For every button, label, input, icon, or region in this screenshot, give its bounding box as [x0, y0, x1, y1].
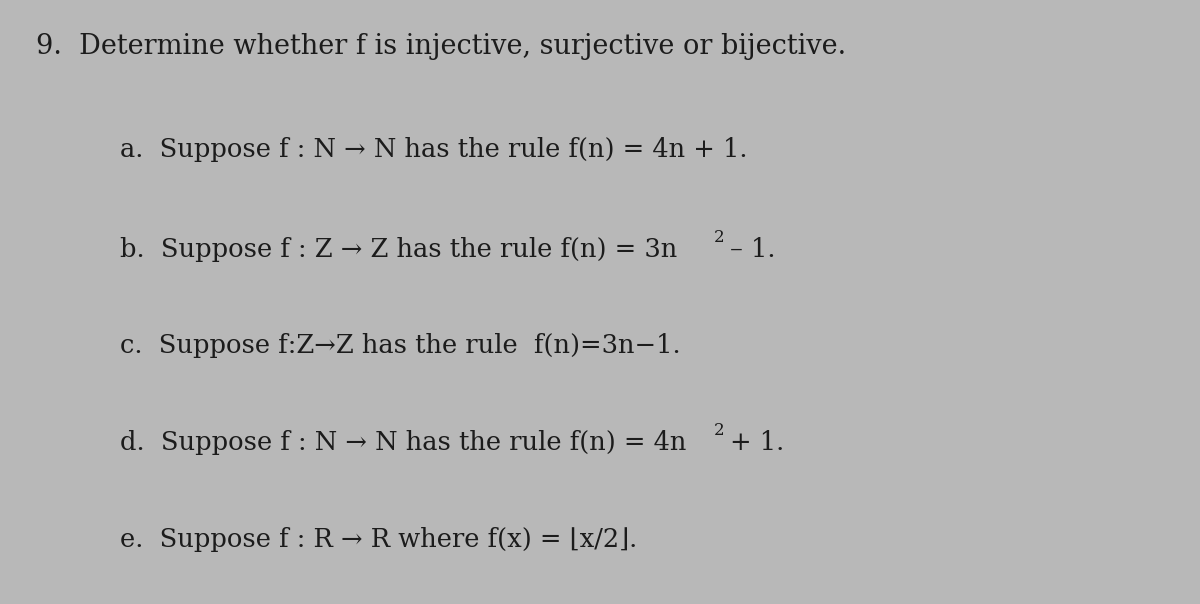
Text: b.  Suppose f : Z → Z has the rule f(n) = 3n: b. Suppose f : Z → Z has the rule f(n) =…: [120, 237, 677, 262]
Text: 9.  Determine whether f is injective, surjective or bijective.: 9. Determine whether f is injective, sur…: [36, 33, 846, 60]
Text: c.  Suppose f:Z→Z has the rule  f(n)=3n−1.: c. Suppose f:Z→Z has the rule f(n)=3n−1.: [120, 333, 680, 358]
Text: + 1.: + 1.: [730, 430, 784, 455]
Text: – 1.: – 1.: [730, 237, 775, 262]
Text: e.  Suppose f : R → R where f(x) = ⌊x/2⌋.: e. Suppose f : R → R where f(x) = ⌊x/2⌋.: [120, 527, 637, 551]
Text: d.  Suppose f : N → N has the rule f(n) = 4n: d. Suppose f : N → N has the rule f(n) =…: [120, 430, 686, 455]
Text: a.  Suppose f : N → N has the rule f(n) = 4n + 1.: a. Suppose f : N → N has the rule f(n) =…: [120, 137, 748, 162]
Text: 2: 2: [714, 228, 724, 246]
Text: 2: 2: [714, 422, 724, 439]
